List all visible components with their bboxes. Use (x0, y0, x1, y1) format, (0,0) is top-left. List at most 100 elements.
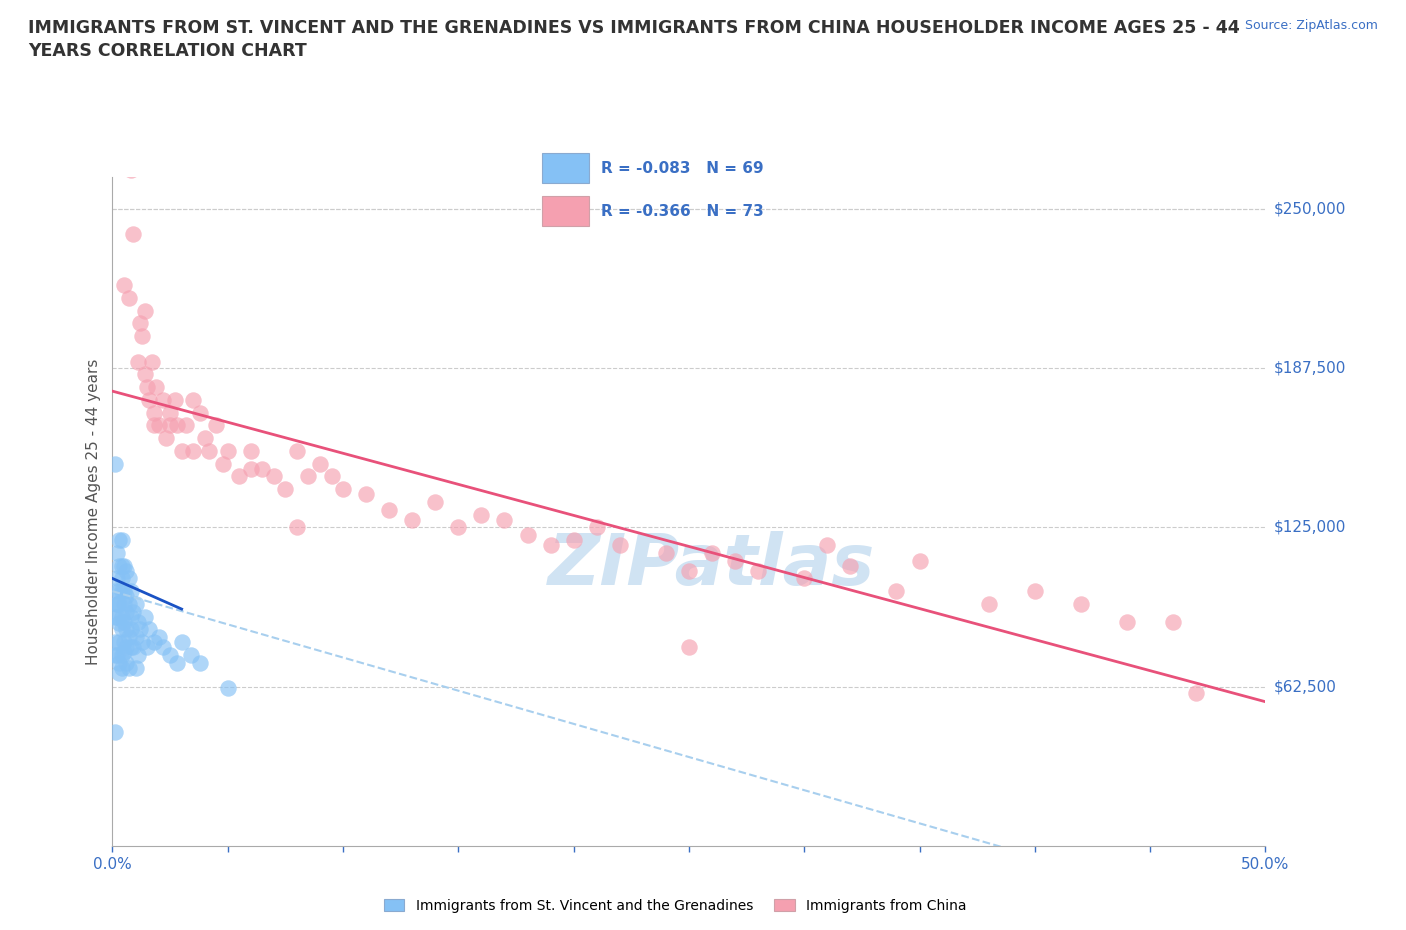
Point (117, 596, 139, 611)
Point (117, 630, 139, 644)
Point (470, 507, 492, 522)
Point (148, 630, 170, 644)
Point (155, 431, 177, 445)
Point (217, 681, 239, 696)
Point (108, 533, 131, 548)
Point (1116, 615, 1139, 630)
Point (1185, 685, 1208, 700)
Point (180, 647, 202, 662)
Point (678, 640, 700, 655)
Point (120, 163, 142, 178)
Point (143, 418, 166, 432)
Point (112, 584, 135, 599)
Point (111, 533, 134, 548)
Point (181, 444, 204, 458)
Point (263, 469, 285, 484)
Text: R = -0.083   N = 69: R = -0.083 N = 69 (602, 161, 763, 176)
Point (1024, 584, 1046, 599)
Point (131, 635, 153, 650)
Point (108, 665, 131, 680)
Point (104, 584, 127, 599)
Text: $125,000: $125,000 (1274, 520, 1346, 535)
Point (117, 571, 139, 586)
Point (977, 596, 1000, 611)
Point (163, 392, 186, 407)
Point (112, 278, 135, 293)
Point (111, 622, 134, 637)
Point (112, 645, 135, 660)
Point (105, 596, 128, 611)
Point (585, 520, 607, 535)
Point (124, 630, 146, 644)
Text: $250,000: $250,000 (1274, 201, 1346, 216)
Point (447, 520, 470, 535)
Point (115, 604, 138, 619)
Point (111, 609, 134, 624)
Point (112, 635, 135, 650)
Point (516, 527, 538, 542)
Point (115, 564, 138, 578)
Point (117, 660, 139, 675)
Point (141, 354, 163, 369)
Point (143, 405, 166, 420)
Point (105, 571, 128, 586)
Point (159, 405, 181, 420)
Point (609, 538, 631, 552)
Point (747, 564, 769, 578)
Point (332, 482, 354, 497)
Point (205, 418, 228, 432)
Point (111, 647, 134, 662)
Point (159, 647, 181, 662)
Point (152, 392, 174, 407)
Point (793, 571, 815, 586)
Point (108, 584, 131, 599)
Point (131, 328, 153, 343)
Point (562, 533, 585, 548)
Point (174, 418, 197, 432)
Point (188, 656, 211, 671)
Point (136, 640, 159, 655)
Point (112, 596, 135, 611)
Point (134, 303, 156, 318)
Point (297, 469, 319, 484)
Point (886, 584, 908, 599)
Point (120, 622, 142, 637)
Point (252, 461, 274, 476)
Point (239, 461, 262, 476)
Point (104, 457, 127, 472)
Point (115, 656, 138, 671)
Point (309, 457, 332, 472)
Point (138, 622, 160, 637)
Point (111, 660, 134, 675)
Y-axis label: Householder Income Ages 25 - 44 years: Householder Income Ages 25 - 44 years (86, 358, 101, 665)
Point (540, 538, 562, 552)
Point (105, 647, 128, 662)
Point (136, 379, 159, 394)
Point (111, 584, 134, 599)
Point (152, 640, 174, 655)
Text: $62,500: $62,500 (1274, 680, 1337, 695)
Point (134, 367, 156, 382)
Point (115, 622, 138, 637)
Text: $187,500: $187,500 (1274, 361, 1346, 376)
Point (239, 444, 262, 458)
Point (105, 609, 128, 624)
Point (120, 584, 142, 599)
Point (655, 546, 678, 561)
Text: IMMIGRANTS FROM ST. VINCENT AND THE GRENADINES VS IMMIGRANTS FROM CHINA HOUSEHOL: IMMIGRANTS FROM ST. VINCENT AND THE GREN… (28, 19, 1240, 60)
Point (120, 609, 142, 624)
Point (425, 495, 447, 510)
Point (111, 571, 134, 586)
Point (122, 227, 145, 242)
Point (143, 635, 166, 650)
Bar (543, 153, 589, 183)
Point (134, 609, 156, 624)
Point (104, 609, 127, 624)
Point (321, 469, 343, 484)
Point (1161, 615, 1184, 630)
Point (401, 512, 423, 527)
Point (285, 444, 308, 458)
Point (124, 596, 146, 611)
Point (115, 589, 138, 604)
Point (217, 444, 239, 458)
